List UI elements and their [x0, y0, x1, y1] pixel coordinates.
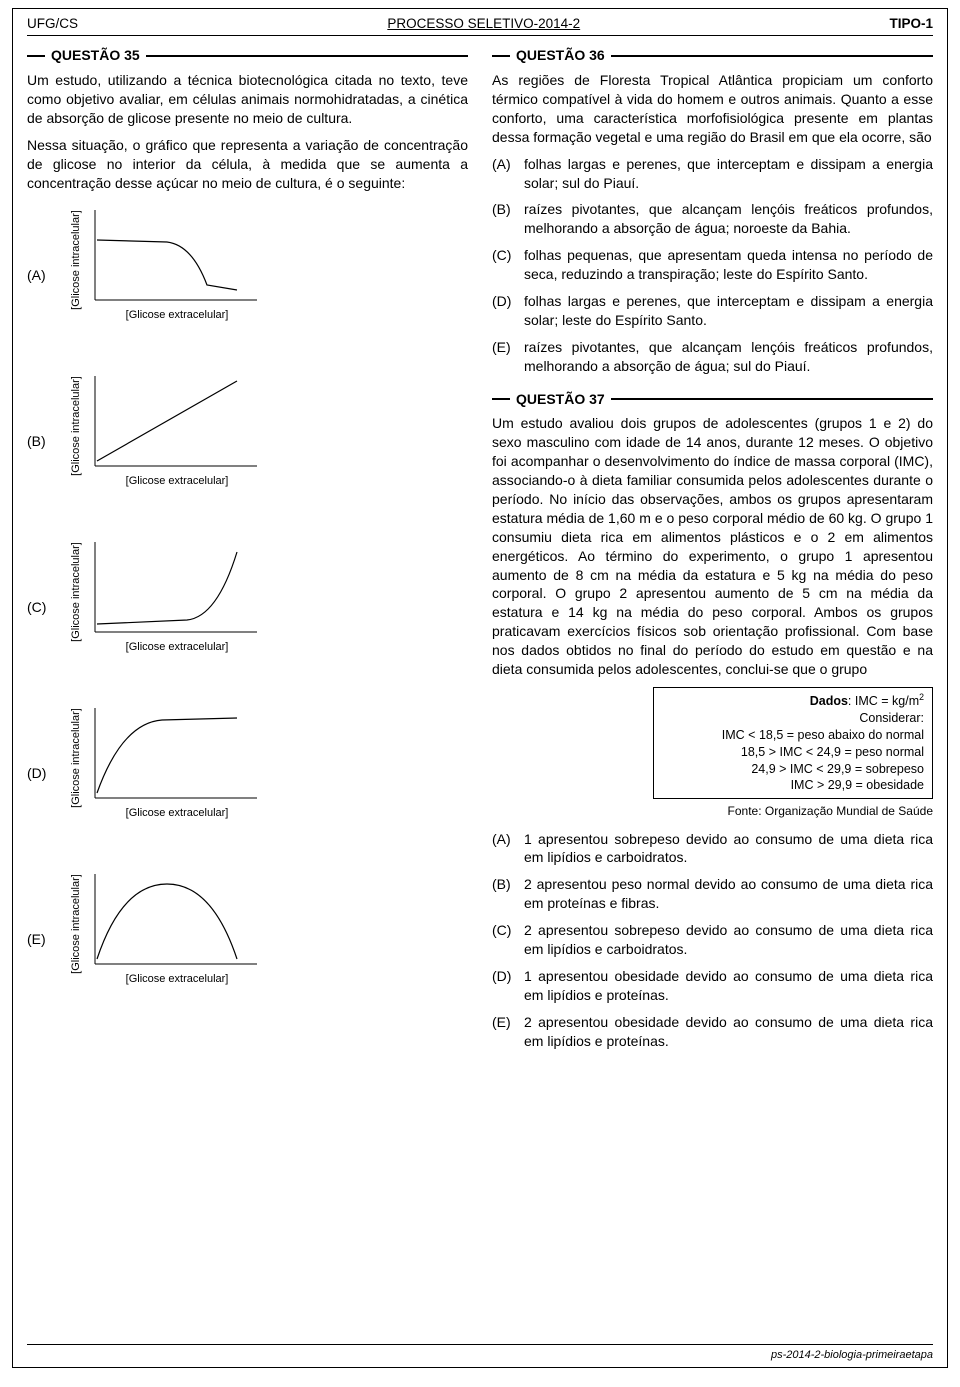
y-axis-label: [Glicose intracelular]	[70, 211, 82, 311]
q37-alt: (C)2 apresentou sobrepeso devido ao cons…	[492, 921, 933, 959]
q36-alt: (E)raízes pivotantes, que alcançam lençó…	[492, 338, 933, 376]
alt-letter: (B)	[492, 875, 524, 913]
q35-chart-E: (E)[Glicose intracelular] [Glicose extrac…	[27, 864, 468, 1014]
y-axis-label: [Glicose intracelular]	[70, 875, 82, 975]
q37-alternatives: (A)1 apresentou sobrepeso devido ao cons…	[492, 830, 933, 1051]
alt-text: 1 apresentou obesidade devido ao consumo…	[524, 967, 933, 1005]
alt-text: 2 apresentou peso normal devido ao consu…	[524, 875, 933, 913]
columns: QUESTÃO 35 Um estudo, utilizando a técni…	[27, 46, 933, 1058]
line-chart: [Glicose intracelular] [Glicose extracelu…	[67, 366, 297, 516]
line-chart: [Glicose intracelular] [Glicose extracelu…	[67, 200, 297, 350]
header-center: PROCESSO SELETIVO-2014-2	[78, 15, 889, 33]
databox-line: Considerar:	[662, 710, 924, 727]
q35-title: QUESTÃO 35	[27, 46, 468, 65]
alt-text: 2 apresentou sobrepeso devido ao consumo…	[524, 921, 933, 959]
q37-title: QUESTÃO 37	[492, 390, 933, 409]
alt-letter: (C)	[492, 246, 524, 284]
q36-alt: (A)folhas largas e perenes, que intercep…	[492, 155, 933, 193]
footer-rule	[27, 1344, 933, 1345]
q37-p1: Um estudo avaliou dois grupos de adolesc…	[492, 414, 933, 678]
y-axis-label: [Glicose intracelular]	[70, 543, 82, 643]
alt-letter: (E)	[492, 338, 524, 376]
page: UFG/CS PROCESSO SELETIVO-2014-2 TIPO-1 Q…	[12, 8, 948, 1368]
left-column: QUESTÃO 35 Um estudo, utilizando a técni…	[27, 46, 468, 1058]
q37-alt: (B)2 apresentou peso normal devido ao co…	[492, 875, 933, 913]
dash-icon	[492, 398, 510, 400]
q37-fonte: Fonte: Organização Mundial de Saúde	[492, 803, 933, 819]
q35-p1: Um estudo, utilizando a técnica biotecno…	[27, 71, 468, 128]
q37-alt: (A)1 apresentou sobrepeso devido ao cons…	[492, 830, 933, 868]
alt-letter: (C)	[492, 921, 524, 959]
alt-letter: (E)	[492, 1013, 524, 1051]
rule-icon	[611, 398, 933, 400]
databox-line: Dados: IMC = kg/m2	[662, 692, 924, 710]
q35-chart-D: (D)[Glicose intracelular] [Glicose extrac…	[27, 698, 468, 848]
alt-letter: (D)	[492, 292, 524, 330]
alt-letter: (D)	[492, 967, 524, 1005]
dash-icon	[27, 55, 45, 57]
alt-text: 1 apresentou sobrepeso devido ao consumo…	[524, 830, 933, 868]
footer: ps-2014-2-biologia-primeiraetapa	[771, 1348, 933, 1363]
chart-option-label: (E)	[27, 930, 67, 949]
alt-text: folhas largas e perenes, que interceptam…	[524, 155, 933, 193]
q37-databox: Dados: IMC = kg/m2 Considerar: IMC < 18,…	[653, 687, 933, 799]
header-left: UFG/CS	[27, 15, 78, 33]
alt-text: folhas pequenas, que apresentam queda in…	[524, 246, 933, 284]
q35-p2: Nessa situação, o gráfico que representa…	[27, 136, 468, 193]
chart-option-label: (D)	[27, 764, 67, 783]
alt-text: raízes pivotantes, que alcançam lençóis …	[524, 200, 933, 238]
y-axis-label: [Glicose intracelular]	[70, 377, 82, 477]
right-column: QUESTÃO 36 As regiões de Floresta Tropic…	[492, 46, 933, 1058]
databox-line: IMC > 29,9 = obesidade	[662, 777, 924, 794]
q35-charts: (A)[Glicose intracelular][Glicose extrac…	[27, 200, 468, 1014]
rule-icon	[611, 55, 933, 57]
x-axis-label: [Glicose extracelular]	[126, 309, 229, 321]
line-chart: [Glicose intracelular] [Glicose extracelu…	[67, 532, 297, 682]
databox-line: 24,9 > IMC < 29,9 = sobrepeso	[662, 761, 924, 778]
alt-letter: (B)	[492, 200, 524, 238]
header-right: TIPO-1	[889, 15, 933, 33]
line-chart: [Glicose intracelular] [Glicose extracelu…	[67, 864, 297, 1014]
rule-icon	[146, 55, 468, 57]
page-header: UFG/CS PROCESSO SELETIVO-2014-2 TIPO-1	[27, 15, 933, 36]
line-chart: [Glicose intracelular] [Glicose extracelu…	[67, 698, 297, 848]
chart-option-label: (C)	[27, 598, 67, 617]
q36-title: QUESTÃO 36	[492, 46, 933, 65]
q36-alternatives: (A)folhas largas e perenes, que intercep…	[492, 155, 933, 376]
q36-alt: (C)folhas pequenas, que apresentam queda…	[492, 246, 933, 284]
x-axis-label: [Glicose extracelular]	[126, 807, 229, 819]
dash-icon	[492, 55, 510, 57]
alt-text: 2 apresentou obesidade devido ao consumo…	[524, 1013, 933, 1051]
chart-option-label: (A)	[27, 266, 67, 285]
q37-alt: (D)1 apresentou obesidade devido ao cons…	[492, 967, 933, 1005]
q35-chart-B: (B)[Glicose intracelular] [Glicose extrac…	[27, 366, 468, 516]
q37-alt: (E)2 apresentou obesidade devido ao cons…	[492, 1013, 933, 1051]
q36-alt: (B)raízes pivotantes, que alcançam lençó…	[492, 200, 933, 238]
chart-option-label: (B)	[27, 432, 67, 451]
databox-line: IMC < 18,5 = peso abaixo do normal	[662, 727, 924, 744]
x-axis-label: [Glicose extracelular]	[126, 475, 229, 487]
x-axis-label: [Glicose extracelular]	[126, 641, 229, 653]
y-axis-label: [Glicose intracelular]	[70, 709, 82, 809]
q35-chart-C: (C)[Glicose intracelular] [Glicose extrac…	[27, 532, 468, 682]
alt-letter: (A)	[492, 830, 524, 868]
alt-text: raízes pivotantes, que alcançam lençóis …	[524, 338, 933, 376]
databox-line: 18,5 > IMC < 24,9 = peso normal	[662, 744, 924, 761]
q35-chart-A: (A)[Glicose intracelular] [Glicose extrac…	[27, 200, 468, 350]
x-axis-label: [Glicose extracelular]	[126, 973, 229, 985]
alt-letter: (A)	[492, 155, 524, 193]
q36-p1: As regiões de Floresta Tropical Atlântic…	[492, 71, 933, 147]
q36-alt: (D)folhas largas e perenes, que intercep…	[492, 292, 933, 330]
alt-text: folhas largas e perenes, que interceptam…	[524, 292, 933, 330]
